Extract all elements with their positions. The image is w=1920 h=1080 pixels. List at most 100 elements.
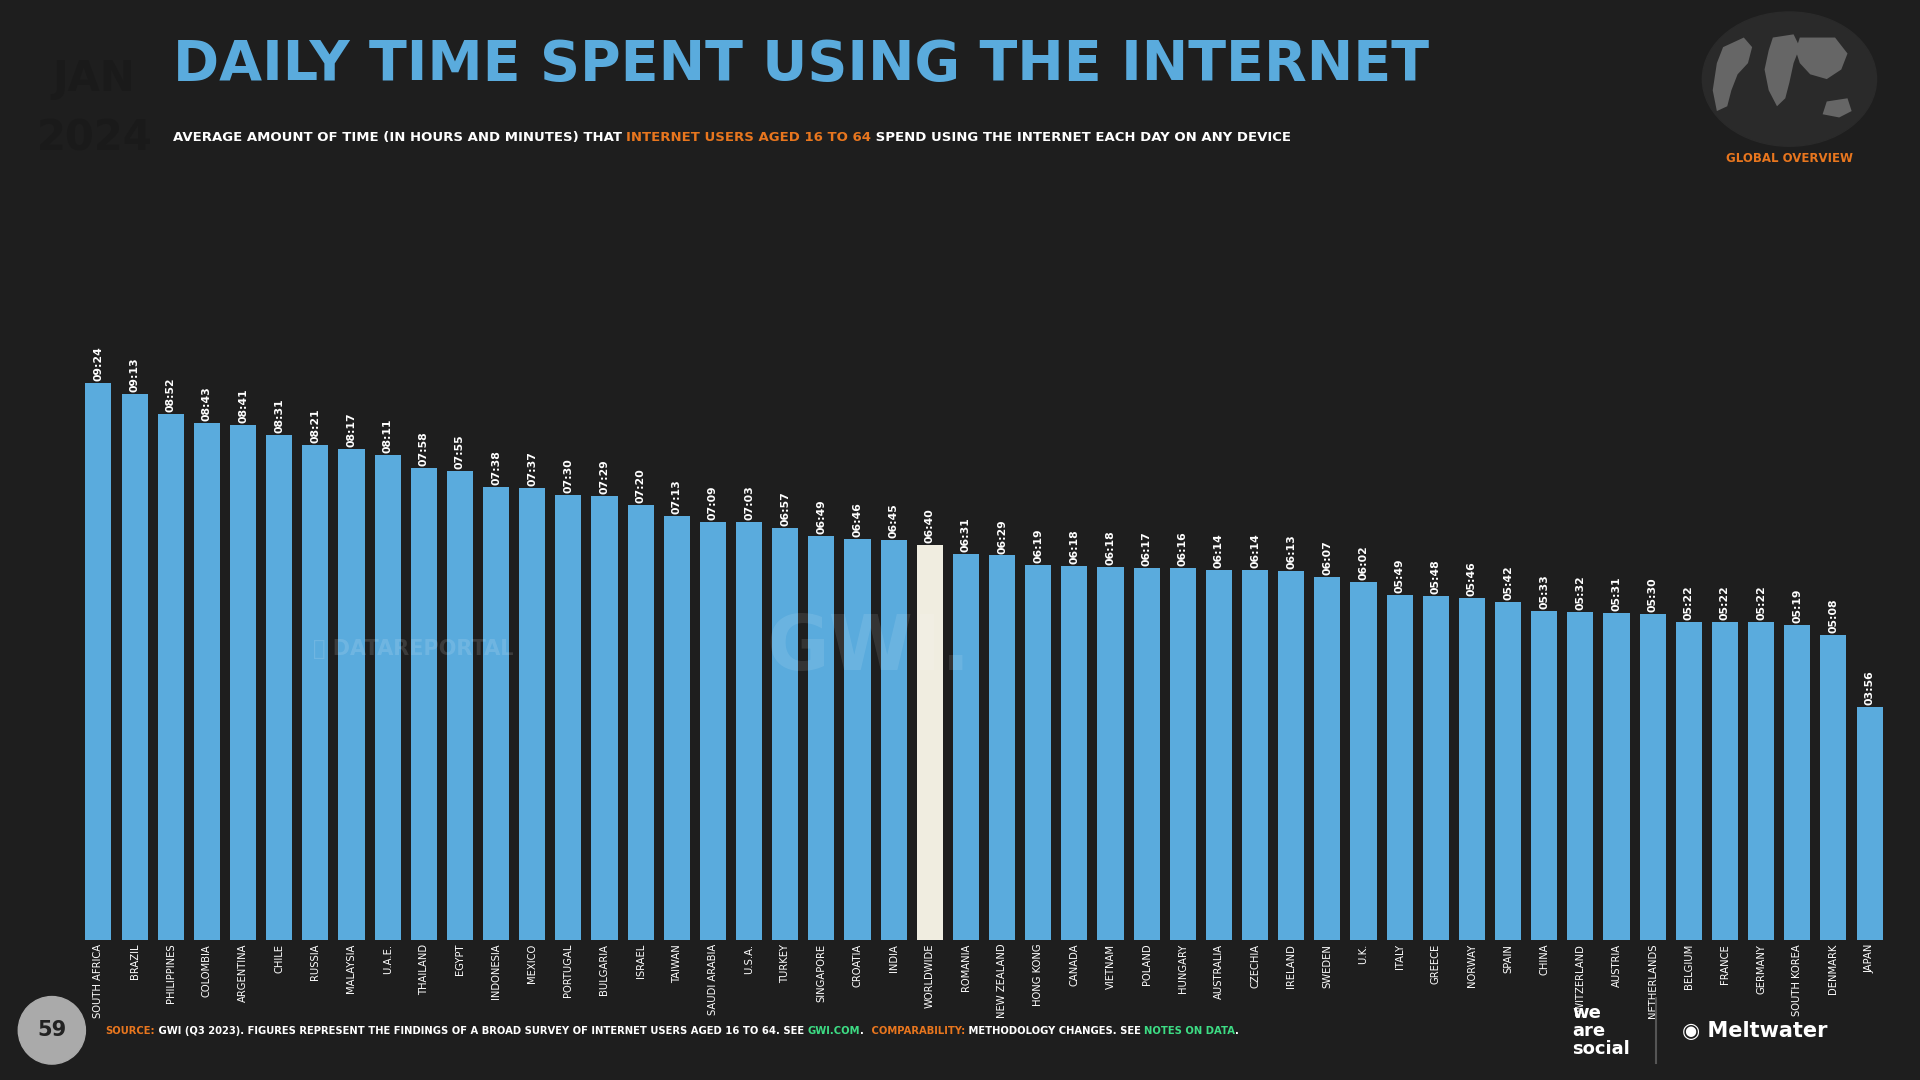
Text: 06:57: 06:57	[780, 491, 791, 526]
Bar	[628, 505, 653, 940]
Bar	[338, 449, 365, 940]
Bar	[808, 536, 835, 940]
Text: 08:43: 08:43	[202, 387, 211, 421]
Bar	[484, 487, 509, 940]
Bar	[301, 445, 328, 940]
Polygon shape	[1822, 98, 1851, 118]
Bar	[1747, 622, 1774, 940]
Text: social: social	[1572, 1040, 1630, 1057]
Text: 06:17: 06:17	[1142, 531, 1152, 566]
Text: 06:40: 06:40	[925, 508, 935, 542]
Text: 06:29: 06:29	[996, 518, 1008, 554]
Text: 05:08: 05:08	[1828, 599, 1837, 634]
Text: 08:21: 08:21	[311, 408, 321, 443]
Text: 06:31: 06:31	[960, 517, 972, 552]
Text: .: .	[1235, 1026, 1238, 1037]
Text: 06:13: 06:13	[1286, 535, 1296, 569]
Text: 07:20: 07:20	[636, 469, 645, 503]
Text: AVERAGE AMOUNT OF TIME (IN HOURS AND MINUTES) THAT: AVERAGE AMOUNT OF TIME (IN HOURS AND MIN…	[173, 131, 626, 145]
Text: 03:56: 03:56	[1864, 670, 1874, 704]
Text: 05:22: 05:22	[1757, 585, 1766, 620]
Bar	[447, 471, 472, 940]
Text: DAILY TIME SPENT USING THE INTERNET: DAILY TIME SPENT USING THE INTERNET	[173, 38, 1428, 92]
Text: 05:30: 05:30	[1647, 577, 1657, 611]
Bar	[1062, 566, 1087, 940]
Text: 05:22: 05:22	[1720, 585, 1730, 620]
Text: 06:49: 06:49	[816, 499, 826, 534]
Circle shape	[1703, 12, 1876, 146]
Text: 08:41: 08:41	[238, 389, 248, 423]
Text: JAN: JAN	[52, 58, 136, 100]
Text: 2024: 2024	[36, 118, 152, 159]
Text: are: are	[1572, 1022, 1605, 1040]
Bar	[1496, 602, 1521, 940]
Bar	[374, 455, 401, 940]
Text: 08:31: 08:31	[275, 399, 284, 433]
Bar	[664, 516, 689, 940]
Text: 06:02: 06:02	[1359, 545, 1369, 580]
Text: 08:52: 08:52	[165, 378, 177, 413]
Text: NOTES ON DATA: NOTES ON DATA	[1144, 1026, 1235, 1037]
Bar	[518, 488, 545, 940]
Bar	[1315, 577, 1340, 940]
Text: INTERNET USERS AGED 16 TO 64: INTERNET USERS AGED 16 TO 64	[626, 131, 872, 145]
Bar	[845, 539, 870, 940]
Text: GWI.: GWI.	[766, 612, 970, 686]
Bar	[411, 468, 436, 940]
Bar	[230, 426, 255, 940]
Text: COMPARABILITY:: COMPARABILITY:	[868, 1026, 966, 1037]
Text: 09:13: 09:13	[131, 357, 140, 392]
Bar	[1386, 595, 1413, 940]
Text: 05:32: 05:32	[1576, 575, 1586, 610]
Text: SOURCE:: SOURCE:	[106, 1026, 156, 1037]
Text: 09:24: 09:24	[94, 346, 104, 381]
Text: ◉ Meltwater: ◉ Meltwater	[1682, 1021, 1828, 1041]
Bar	[1857, 706, 1882, 940]
Bar	[157, 415, 184, 940]
Polygon shape	[1795, 38, 1847, 79]
Bar	[1098, 567, 1123, 940]
Text: 06:18: 06:18	[1069, 530, 1079, 565]
Text: 07:03: 07:03	[745, 485, 755, 519]
Bar	[1206, 570, 1233, 940]
Bar	[772, 528, 799, 940]
Bar	[1676, 622, 1701, 940]
Bar	[916, 544, 943, 940]
Bar	[1423, 596, 1450, 940]
Text: 08:11: 08:11	[382, 418, 392, 453]
Bar	[121, 393, 148, 940]
Text: 06:16: 06:16	[1177, 531, 1188, 566]
Text: 07:30: 07:30	[563, 459, 574, 494]
Text: 07:09: 07:09	[708, 485, 718, 519]
Text: GWI.COM: GWI.COM	[808, 1026, 860, 1037]
Bar	[591, 496, 618, 940]
Bar	[701, 522, 726, 940]
Bar	[735, 522, 762, 940]
Circle shape	[19, 997, 84, 1064]
Bar	[952, 554, 979, 940]
Bar	[1133, 568, 1160, 940]
Bar	[1025, 565, 1052, 940]
Text: 06:19: 06:19	[1033, 529, 1043, 564]
Bar	[555, 496, 582, 940]
Text: .: .	[860, 1026, 868, 1037]
Text: 05:49: 05:49	[1394, 558, 1405, 593]
Bar	[1640, 613, 1667, 940]
Text: 06:14: 06:14	[1213, 534, 1223, 568]
Bar	[1820, 635, 1847, 940]
Bar	[1713, 622, 1738, 940]
Text: METHODOLOGY CHANGES. SEE: METHODOLOGY CHANGES. SEE	[966, 1026, 1144, 1037]
Text: 07:37: 07:37	[528, 451, 538, 486]
Text: 07:58: 07:58	[419, 431, 428, 465]
Bar	[1784, 624, 1811, 940]
Polygon shape	[1764, 35, 1799, 106]
Text: 06:07: 06:07	[1323, 540, 1332, 576]
Text: 59: 59	[36, 1021, 67, 1040]
Text: 05:31: 05:31	[1611, 576, 1622, 611]
Text: 06:46: 06:46	[852, 502, 862, 537]
Text: 05:48: 05:48	[1430, 559, 1440, 594]
Bar	[194, 423, 221, 940]
Bar	[1279, 571, 1304, 940]
Text: 05:42: 05:42	[1503, 565, 1513, 599]
Text: 07:29: 07:29	[599, 459, 609, 495]
